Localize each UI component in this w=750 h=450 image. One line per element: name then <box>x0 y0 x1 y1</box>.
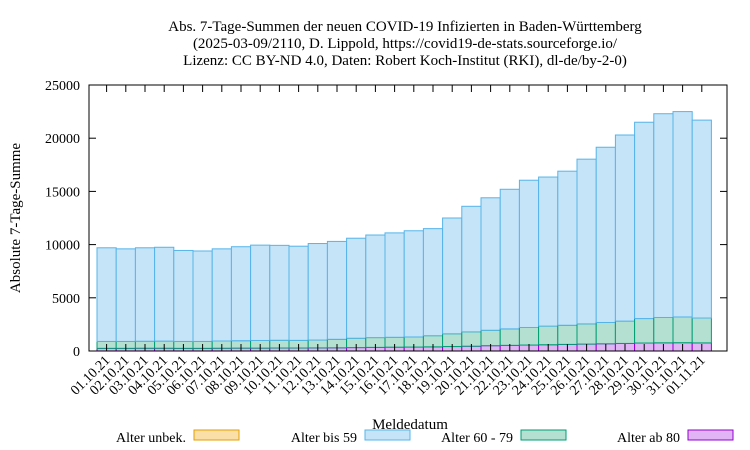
y-axis: 0 5000 10000 15000 20000 25000 <box>45 79 727 360</box>
legend-label: Alter unbek. <box>116 431 186 446</box>
legend-swatch <box>687 429 734 441</box>
bar-segment <box>538 325 559 346</box>
bar-segment <box>614 320 636 344</box>
bar-segment <box>576 323 597 345</box>
legend-swatch <box>193 429 240 441</box>
y-tick-label: 10000 <box>45 239 80 254</box>
bar-segment <box>595 321 616 345</box>
bar-segment <box>518 179 540 328</box>
legend-label: Alter 60 - 79 <box>441 431 513 446</box>
bar-segment <box>634 121 655 320</box>
bar-segment <box>346 237 367 339</box>
legend: Alter unbek. Alter bis 59 Alter 60 - 79 Alt… <box>116 429 734 446</box>
plot-frame <box>88 84 728 352</box>
chart-title: Abs. 7-Tage-Summen der neuen COVID-19 In… <box>168 19 642 69</box>
bar-segment <box>672 316 693 344</box>
bar-segment <box>307 243 328 341</box>
y-tick-label: 5000 <box>52 292 80 307</box>
bar-segment <box>653 113 674 318</box>
bar-segment <box>480 329 501 347</box>
legend-swatch <box>364 429 411 441</box>
title-line: Lizenz: CC BY-ND 4.0, Daten: Robert Koch… <box>183 53 627 69</box>
bar-series <box>96 111 712 352</box>
bar-segment <box>422 228 444 337</box>
bar-segment <box>384 232 405 338</box>
x-axis-label: Meldedatum <box>372 417 448 433</box>
bar-segment <box>518 326 540 346</box>
bar-segment <box>480 197 501 331</box>
bar-segment <box>672 111 693 318</box>
bar-segment <box>96 247 117 342</box>
x-axis: 01.10.2102.10.2103.10.2104.10.2105.10.21… <box>68 85 709 398</box>
bar-segment <box>634 318 655 344</box>
bar-segment <box>403 230 424 338</box>
y-tick-label: 0 <box>73 345 80 360</box>
bar-segment <box>115 248 136 342</box>
y-tick-label: 25000 <box>45 79 80 94</box>
y-tick-label: 20000 <box>45 132 80 147</box>
bar-segment <box>230 246 252 342</box>
bar-segment <box>499 188 520 330</box>
bar-segment <box>614 134 636 322</box>
y-tick-label: 15000 <box>45 185 80 200</box>
bar-segment <box>326 240 348 340</box>
y-axis-label: Absolute 7-Tage-Summe <box>8 143 24 294</box>
bar-segment <box>691 119 712 319</box>
legend-swatch <box>520 429 567 441</box>
bar-segment <box>250 244 271 341</box>
bar-segment <box>576 158 597 325</box>
bar-segment <box>653 316 674 344</box>
bar-segment <box>192 250 213 342</box>
bar-segment <box>288 245 309 341</box>
bar-segment <box>557 324 578 345</box>
bar-segment <box>365 234 386 339</box>
bar-segment <box>461 205 482 333</box>
bar-segment <box>211 248 232 342</box>
legend-label: Alter ab 80 <box>617 431 680 446</box>
title-line: (2025-03-09/2110, D. Lippold, https://co… <box>193 36 618 52</box>
bar-segment <box>538 176 559 327</box>
bar-segment <box>595 146 616 323</box>
bar-segment <box>154 246 175 342</box>
bar-segment <box>499 328 520 346</box>
bar-segment <box>173 249 194 342</box>
bar-segment <box>691 317 712 344</box>
bar-segment <box>269 244 290 341</box>
bar-segment <box>557 170 578 326</box>
legend-label: Alter bis 59 <box>291 431 357 446</box>
bar-segment <box>134 247 156 342</box>
title-line: Abs. 7-Tage-Summen der neuen COVID-19 In… <box>168 19 642 35</box>
bar-segment <box>442 217 463 335</box>
